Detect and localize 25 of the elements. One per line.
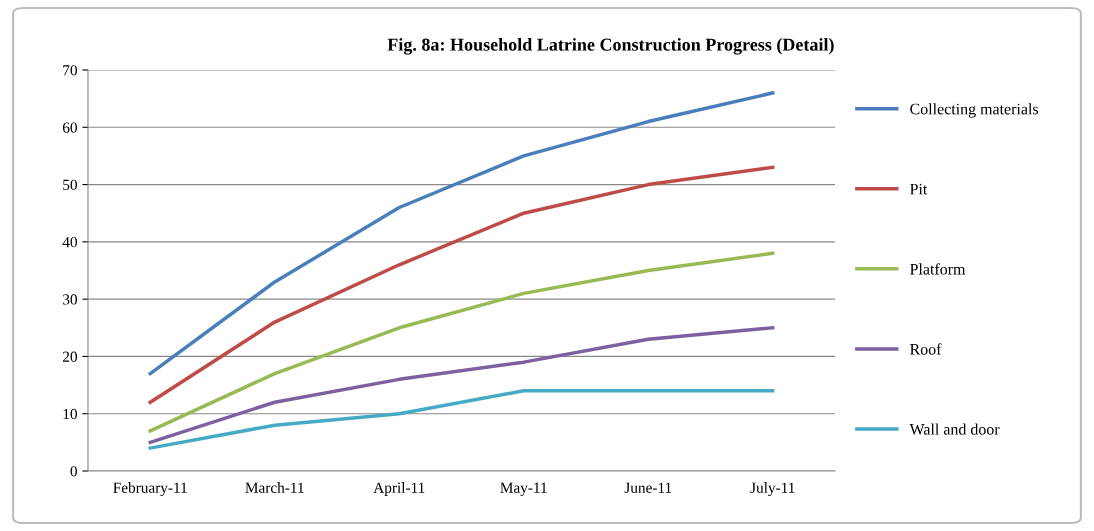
y-tick-label: 70 [63,65,77,76]
y-tick-label: 40 [62,237,77,248]
x-tick-label: March-11 [245,482,304,493]
x-tick-label: May-11 [500,482,547,496]
y-tick-label: 0 [70,466,77,477]
legend-label: Platform [910,263,966,275]
legend-label: Wall and door [909,423,1000,435]
x-tick-label: February-11 [113,482,187,497]
y-tick-label: 10 [63,408,77,420]
legend-label: Pit [910,183,928,195]
legend-label: Roof [910,343,942,355]
y-tick-label: 20 [62,351,77,362]
line-series [148,389,775,450]
chart-title: Fig. 8a: Household Latrine Construction Progress (Detail) [387,38,834,55]
x-tick-label: June-11 [624,482,672,493]
x-tick-label: July-11 [750,482,795,497]
y-tick-label: 50 [63,179,77,191]
y-tick-label: 30 [63,294,77,305]
line-series [148,165,775,404]
line-series [148,326,775,445]
y-tick-label: 60 [62,122,77,133]
x-tick-label: April-11 [373,482,425,496]
line-series [148,251,775,433]
legend-label: Collecting materials [910,103,1039,118]
line-series [148,91,775,376]
